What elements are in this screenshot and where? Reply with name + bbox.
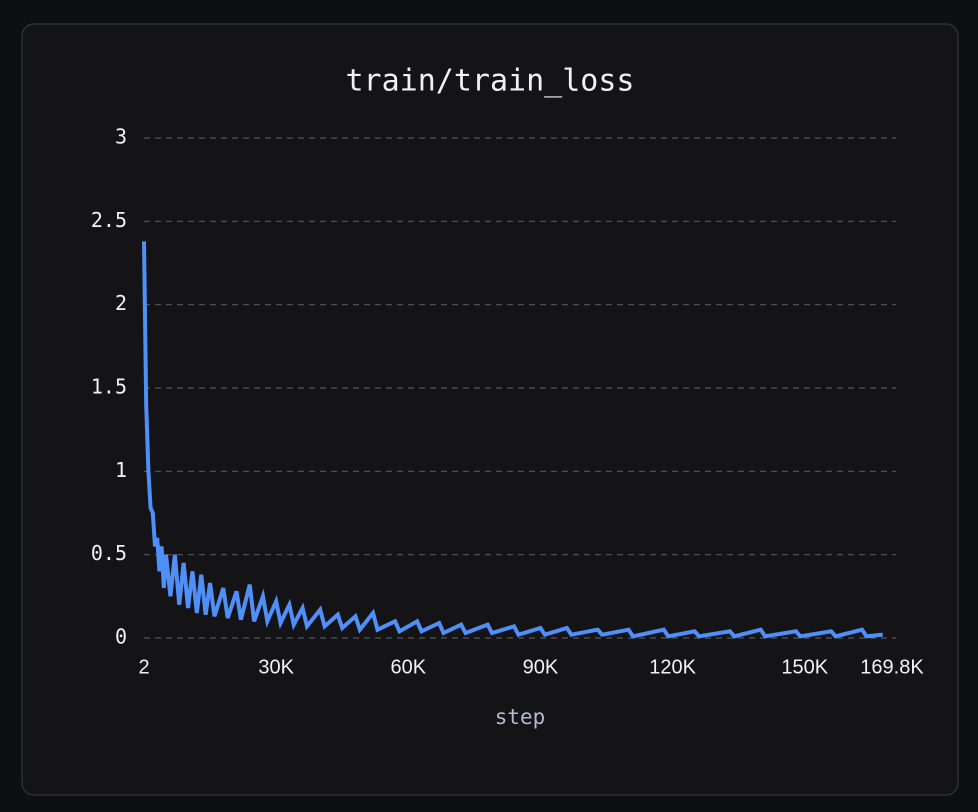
x-axis-label: step [495, 705, 546, 729]
y-tick-label: 1 [115, 458, 127, 482]
x-tick-label: 60K [391, 656, 427, 678]
y-tick-label: 0 [115, 625, 127, 649]
y-tick-label: 3 [115, 125, 127, 149]
y-tick-label: 1.5 [91, 375, 127, 399]
y-tick-label: 2 [115, 291, 127, 315]
loss-line [142, 241, 883, 639]
card [21, 23, 959, 796]
x-tick-label: 90K [523, 656, 559, 678]
chart-title: train/train_loss [346, 64, 635, 99]
x-tick-label: 30K [258, 656, 294, 678]
y-tick-label: 2.5 [91, 208, 127, 232]
x-tick-label: 120K [649, 656, 696, 678]
y-tick-label: 0.5 [91, 541, 127, 565]
x-tick-label: 2 [138, 656, 149, 678]
x-tick-label: 150K [781, 656, 828, 678]
x-tick-label: 169.8K [860, 656, 924, 678]
